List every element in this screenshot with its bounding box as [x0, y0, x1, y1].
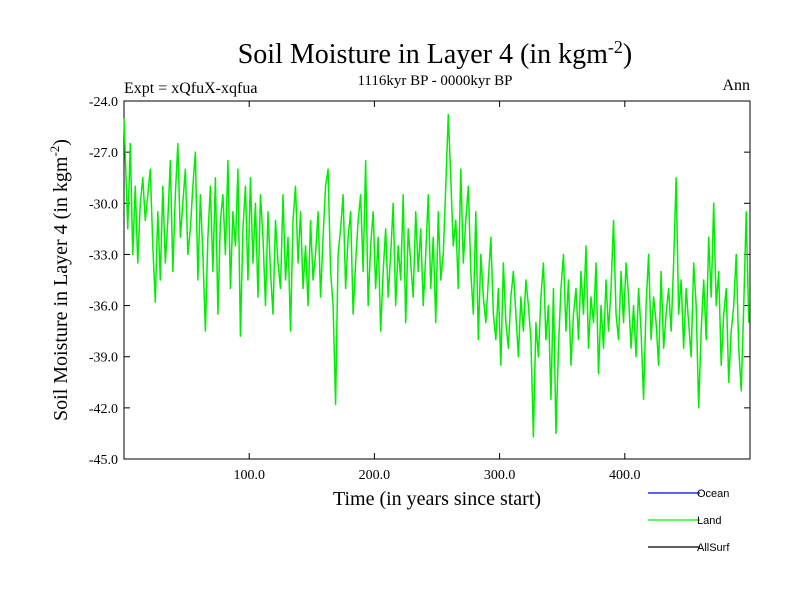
legend-land-label: Land [697, 515, 721, 527]
chart-title: Soil Moisture in Layer 4 (in kgm-2) [238, 37, 633, 70]
y-axis-label: Soil Moisture in Layer 4 (in kgm-2) [47, 139, 72, 421]
legend: Ocean Land AllSurf [648, 488, 730, 554]
y-tick-label: -42.0 [89, 402, 118, 417]
y-tick-label: -27.0 [89, 146, 118, 161]
y-tick-label: -30.0 [89, 197, 118, 212]
x-tick-label: 400.0 [609, 468, 641, 483]
chart-title-superscript: -2 [608, 37, 623, 57]
x-tick-label: 100.0 [233, 468, 265, 483]
y-tick-label: -39.0 [89, 351, 118, 366]
y-axis: -24.0 -27.0 -30.0 -33.0 -36.0 -39.0 -42.0 -45.0 [89, 95, 750, 468]
plot-frame [123, 100, 751, 460]
experiment-label: Expt = xQfuX-xqfua [124, 80, 257, 97]
series-land-line [123, 113, 750, 438]
y-tick-label: -45.0 [89, 453, 118, 468]
legend-ocean-label: Ocean [697, 488, 729, 500]
y-tick-label: -36.0 [89, 300, 118, 315]
season-label: Ann [722, 77, 750, 94]
y-axis-label-main: Soil Moisture in Layer 4 (in kgm [50, 156, 72, 421]
x-axis: 100.0 200.0 300.0 400.0 [233, 101, 641, 483]
y-tick-label: -24.0 [89, 95, 118, 110]
x-tick-label: 300.0 [484, 468, 516, 483]
chart-title-close: ) [623, 39, 632, 70]
x-axis-label: Time (in years since start) [333, 488, 541, 510]
legend-allsurf-label: AllSurf [697, 542, 730, 554]
y-axis-label-superscript: -2 [47, 146, 62, 157]
period-label: 1116kyr BP - 0000kyr BP [357, 73, 512, 89]
chart-title-main: Soil Moisture in Layer 4 (in kgm [238, 39, 608, 70]
x-tick-label: 200.0 [359, 468, 391, 483]
y-axis-label-close: ) [50, 139, 72, 146]
y-tick-label: -33.0 [89, 248, 118, 263]
